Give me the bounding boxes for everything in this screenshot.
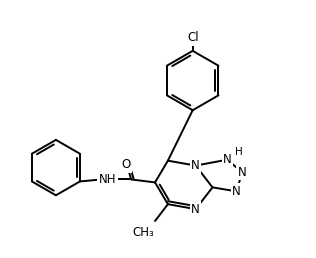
Text: O: O (122, 158, 131, 171)
Text: N: N (191, 159, 200, 172)
Text: NH: NH (99, 173, 116, 186)
Text: Cl: Cl (187, 31, 198, 44)
Text: N: N (223, 153, 232, 166)
Text: N: N (232, 185, 241, 198)
Text: H: H (235, 147, 243, 157)
Text: N: N (238, 166, 246, 179)
Text: CH₃: CH₃ (132, 226, 154, 239)
Text: N: N (191, 203, 200, 216)
